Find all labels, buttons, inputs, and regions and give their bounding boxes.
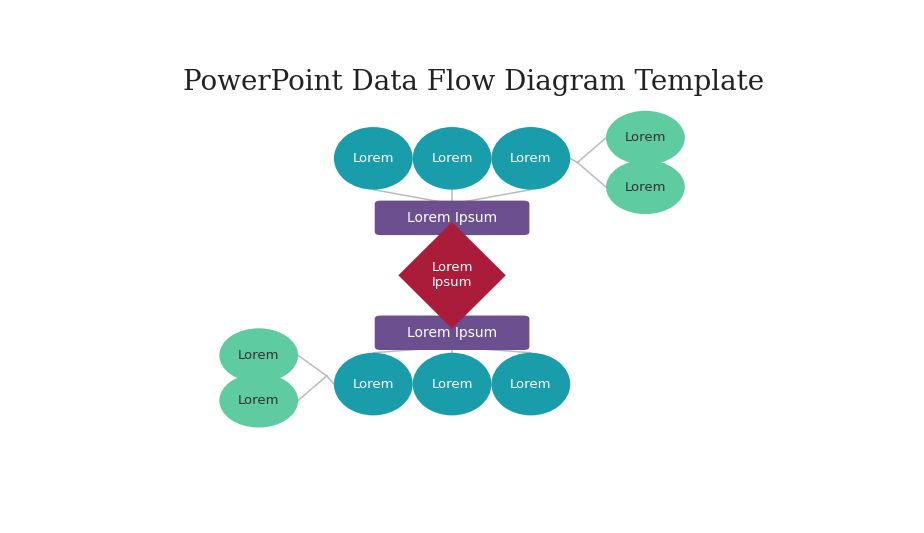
Text: Lorem: Lorem [353, 152, 394, 165]
Text: PowerPoint Data Flow Diagram Template: PowerPoint Data Flow Diagram Template [183, 69, 764, 96]
FancyBboxPatch shape [375, 200, 529, 235]
Text: Lorem Ipsum: Lorem Ipsum [407, 326, 497, 340]
FancyBboxPatch shape [375, 316, 529, 350]
Text: Lorem: Lorem [432, 377, 473, 391]
Ellipse shape [606, 111, 685, 165]
Ellipse shape [492, 353, 570, 415]
Text: Lorem
Ipsum: Lorem Ipsum [432, 261, 473, 289]
Text: Lorem: Lorem [238, 394, 279, 407]
Ellipse shape [492, 127, 570, 190]
Ellipse shape [334, 127, 413, 190]
Text: Lorem: Lorem [510, 377, 552, 391]
Ellipse shape [334, 353, 413, 415]
Text: Lorem: Lorem [353, 377, 394, 391]
Ellipse shape [413, 353, 492, 415]
Ellipse shape [413, 127, 492, 190]
Polygon shape [398, 222, 505, 329]
Ellipse shape [219, 328, 298, 382]
Ellipse shape [606, 160, 685, 214]
Text: Lorem: Lorem [625, 131, 666, 144]
Text: Lorem Ipsum: Lorem Ipsum [407, 211, 497, 225]
Ellipse shape [219, 374, 298, 427]
Text: Lorem: Lorem [432, 152, 473, 165]
Text: Lorem: Lorem [625, 181, 666, 193]
Text: Lorem: Lorem [238, 349, 279, 362]
Text: Lorem: Lorem [510, 152, 552, 165]
